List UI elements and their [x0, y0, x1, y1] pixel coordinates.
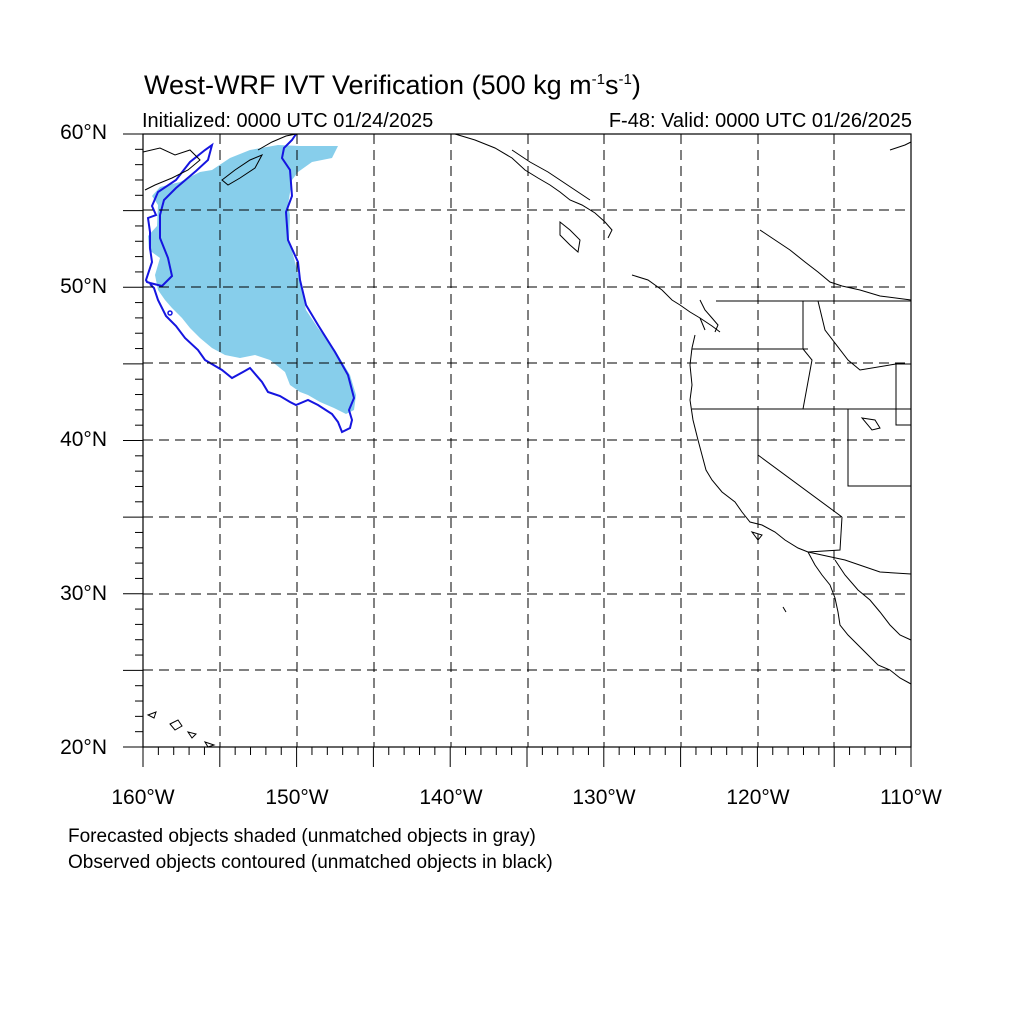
lat-label: 30°N [60, 582, 107, 605]
coastlines [142, 133, 912, 748]
valid-time: F-48: Valid: 0000 UTC 01/26/2025 [608, 110, 912, 132]
chart-title: West-WRF IVT Verification (500 kg m-1s-1… [144, 70, 641, 100]
lon-label: 140°W [419, 786, 483, 809]
political-boundaries [692, 300, 912, 575]
observed-ivt-contour [144, 133, 356, 434]
lat-label: 50°N [60, 275, 107, 298]
lat-label: 40°N [60, 428, 107, 451]
lon-label: 160°W [111, 786, 175, 809]
grid-lines [143, 134, 911, 747]
footnote-forecast: Forecasted objects shaded (unmatched obj… [68, 826, 536, 847]
footnote-observed: Observed objects contoured (unmatched ob… [68, 852, 553, 873]
axis-ticks [123, 133, 912, 767]
lon-label: 120°W [726, 786, 790, 809]
lon-label: 130°W [572, 786, 636, 809]
observed-small-object [167, 310, 173, 316]
lon-label: 110°W [880, 786, 942, 809]
initialized-time: Initialized: 0000 UTC 01/24/2025 [142, 110, 434, 132]
lon-label: 150°W [265, 786, 329, 809]
forecast-ivt-object [148, 145, 356, 414]
lat-label: 60°N [60, 121, 107, 144]
lat-label: 20°N [60, 736, 107, 759]
